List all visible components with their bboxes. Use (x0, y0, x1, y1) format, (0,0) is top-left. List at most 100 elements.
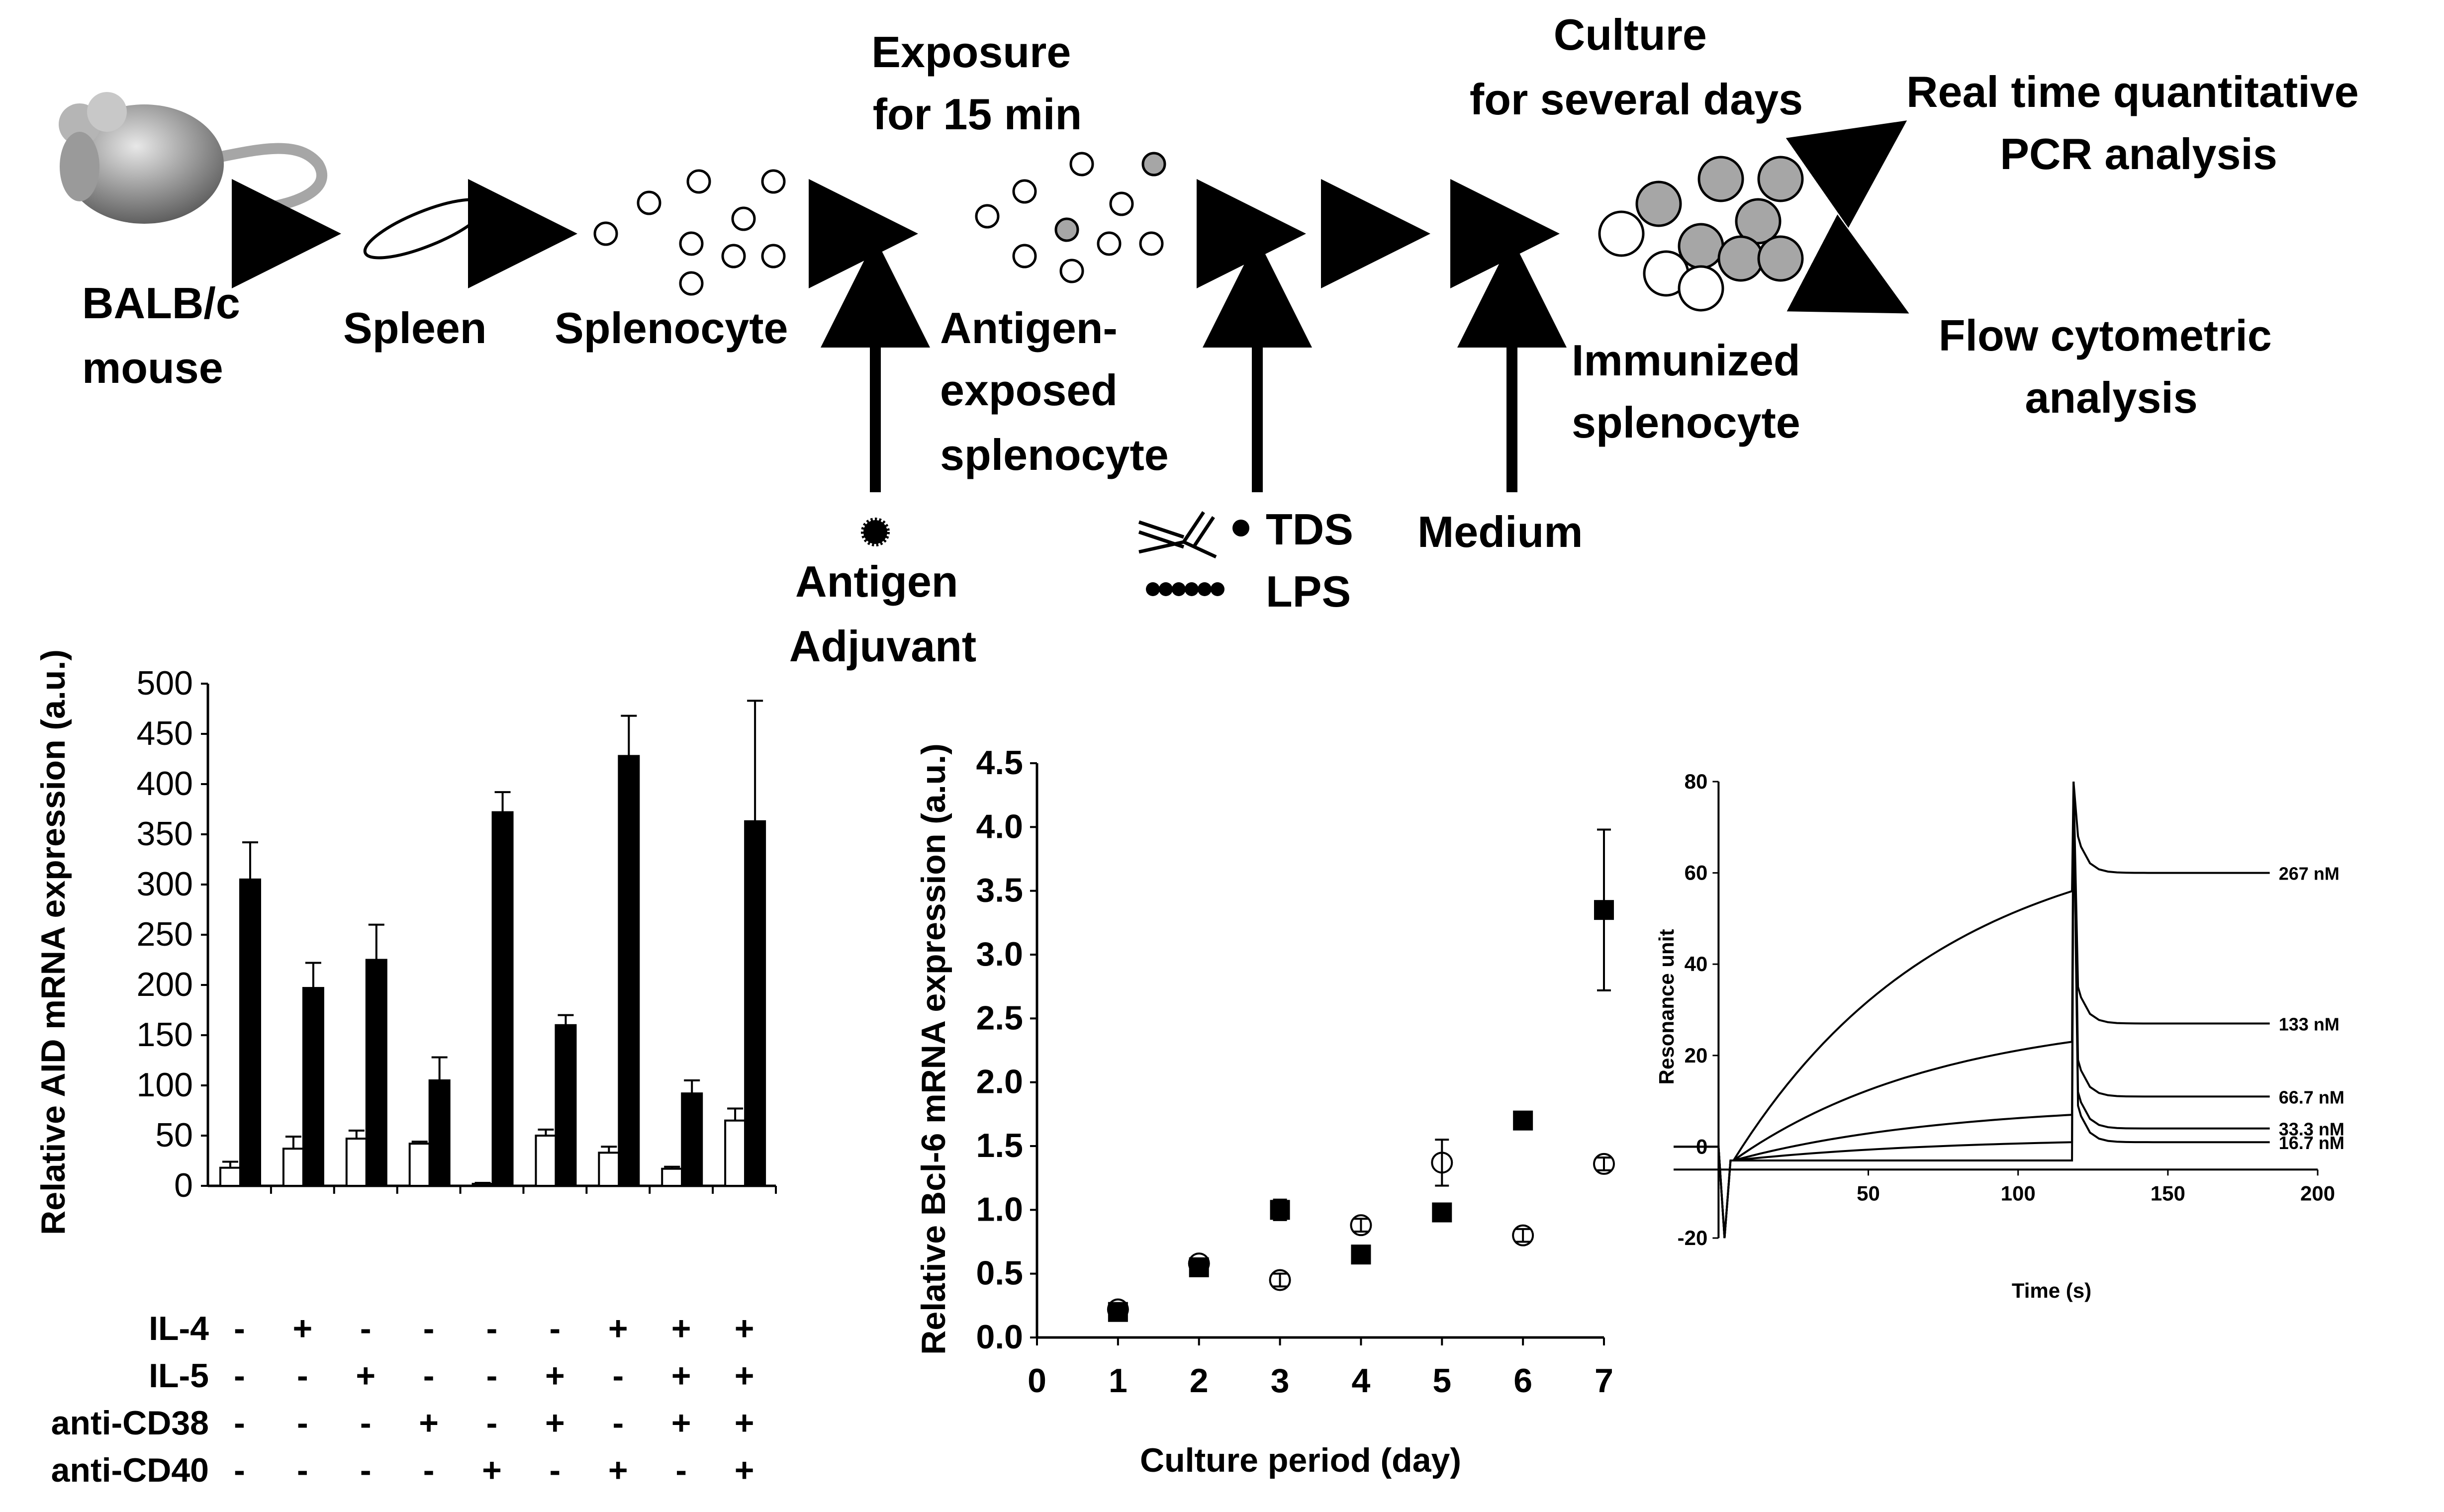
spr-curve-label: 133 nM (2279, 1014, 2340, 1035)
tds-label: TDS (1266, 505, 1353, 554)
spr-curve (1674, 781, 2270, 1239)
aid-y-tick-label: 400 (137, 765, 193, 802)
aid-treatment-sign: - (423, 1310, 435, 1347)
bcl6-square-marker (1513, 1110, 1533, 1131)
bcl6-circle-marker (1269, 1269, 1291, 1291)
aid-bar-chart: Relative AID mRNA expression (a.u.) 0 50 1… (34, 649, 777, 1489)
aid-treatment-name: anti-CD40 (51, 1451, 209, 1489)
aid-treatment-sign: - (486, 1357, 498, 1395)
aid-bar (535, 1135, 557, 1187)
bcl6-x-tick-label: 3 (1271, 1362, 1290, 1400)
aid-treatment-sign: - (423, 1451, 435, 1489)
splenocyte-label: Splenocyte (555, 303, 788, 353)
aid-treatment-sign: - (675, 1451, 687, 1489)
aid-treatment-sign: + (671, 1404, 691, 1442)
bcl6-x-tick-label: 6 (1513, 1362, 1532, 1400)
aid-treatment-sign: - (297, 1451, 308, 1489)
flow-arrows (232, 120, 1909, 314)
spr-curve-label: 33.3 nM (2279, 1119, 2345, 1140)
aid-treatment-sign: + (292, 1310, 312, 1347)
aid-bar (661, 1167, 683, 1187)
aid-y-tick-label: 500 (137, 664, 193, 702)
aid-treatment-sign: - (234, 1357, 245, 1395)
bcl6-y-tick-label: 4.0 (976, 807, 1023, 845)
aid-treatment-sign: - (360, 1404, 372, 1442)
aid-bar (744, 820, 766, 1187)
bcl6-circle-marker (1107, 1298, 1129, 1321)
aid-treatment-sign: - (234, 1404, 245, 1442)
spr-curve-label: 66.7 nM (2279, 1087, 2345, 1107)
spr-y-tick-label: 80 (1685, 770, 1708, 793)
bcl6-x-tick-label: 4 (1352, 1362, 1371, 1400)
medium-label: Medium (1417, 507, 1583, 556)
antibody-icon (1138, 511, 1217, 559)
aid-bar (408, 1143, 431, 1187)
bcl6-x-tick-label: 2 (1190, 1362, 1209, 1400)
spr-x-tick-label: 50 (1857, 1181, 1880, 1205)
bcl6-circle-marker (1431, 1152, 1453, 1174)
aid-y-tick-label: 50 (155, 1116, 193, 1154)
spr-y-tick-label: 60 (1685, 861, 1708, 885)
aid-bar (471, 1182, 494, 1187)
aid-bar (724, 1119, 747, 1187)
spr-curve-label: 16.7 nM (2279, 1133, 2345, 1153)
bcl6-scatter-chart: Relative Bcl-6 mRNA expression (a.u.) Cu… (915, 743, 1615, 1479)
bcl6-axes: 0.0 0.5 1.0 1.5 2.0 2.5 3.0 3.5 4.0 4.5 0 1 2 3 4 5 6 7 (976, 744, 1613, 1400)
spr-ylabel: Resonance unit (1655, 929, 1678, 1085)
aid-bar (282, 1148, 304, 1187)
spr-x-tick-label: 200 (2300, 1181, 2335, 1205)
aid-treatment-sign: + (735, 1357, 754, 1395)
aid-bar (428, 1079, 451, 1187)
spr-curve (1674, 781, 2270, 1239)
aid-y-tick-label: 100 (137, 1066, 193, 1104)
spr-y-tick-label: 40 (1685, 952, 1708, 976)
aid-treatment-sign: + (608, 1310, 628, 1347)
aid-treatment-sign: + (545, 1357, 565, 1395)
aid-treatment-sign: - (612, 1357, 624, 1395)
bcl6-y-tick-label: 2.0 (976, 1063, 1023, 1101)
aid-bar (555, 1024, 577, 1187)
aid-axes: 0 50 100 150 200 250 300 350 400 450 500 (137, 664, 777, 1204)
exposure-label: Exposure for 15 min (871, 27, 1083, 139)
aid-treatment-sign: + (545, 1404, 565, 1442)
aid-bar (219, 1166, 241, 1187)
aid-treatment-sign: + (671, 1357, 691, 1395)
aid-treatment-sign: - (297, 1357, 308, 1395)
mouse-icon (59, 92, 327, 224)
spr-curve (1674, 781, 2270, 1239)
aid-y-tick-label: 350 (137, 815, 193, 853)
spr-curve-label: 267 nM (2279, 864, 2340, 884)
bcl6-y-tick-label: 1.0 (976, 1190, 1023, 1228)
immunized-label: Immunized splenocyte (1572, 336, 1812, 447)
bcl6-y-tick-label: 2.5 (976, 999, 1023, 1037)
immunized-cells (1598, 156, 1804, 312)
aid-bar (345, 1138, 368, 1187)
antigen-exposed-cells (975, 152, 1166, 283)
aid-ylabel: Relative AID mRNA expression (a.u.) (34, 649, 72, 1235)
aid-bar (239, 878, 261, 1187)
aid-treatment-name: IL-4 (149, 1310, 209, 1347)
aid-bar (302, 987, 324, 1187)
aid-treatment-name: IL-5 (149, 1357, 209, 1395)
bcl6-circle-marker (1188, 1252, 1210, 1275)
spr-x-tick-label: 150 (2151, 1181, 2185, 1205)
input-arrows (821, 238, 1567, 492)
pcr-label: Real time quantitative PCR analysis (1906, 67, 2371, 178)
aid-treatment-sign: - (423, 1357, 435, 1395)
aid-bar (598, 1152, 620, 1187)
bcl6-y-tick-label: 4.5 (976, 744, 1023, 782)
aid-treatment-name: anti-CD38 (51, 1404, 209, 1442)
bcl6-circle-marker (1593, 1153, 1615, 1175)
flow-label: Flow cytometric analysis (1939, 311, 2284, 422)
bcl6-y-tick-label: 3.5 (976, 872, 1023, 909)
spr-curve (1674, 781, 2270, 1239)
aid-treatment-sign: - (550, 1310, 561, 1347)
aid-bar (681, 1092, 703, 1187)
protocol-diagram: BALB/c mouse Spleen Splenocyte Exposure … (59, 10, 2371, 671)
bcl6-x-tick-label: 7 (1595, 1362, 1613, 1400)
aid-bar (618, 755, 640, 1187)
tds-icon (1232, 520, 1249, 536)
aid-y-tick-label: 150 (137, 1016, 193, 1054)
